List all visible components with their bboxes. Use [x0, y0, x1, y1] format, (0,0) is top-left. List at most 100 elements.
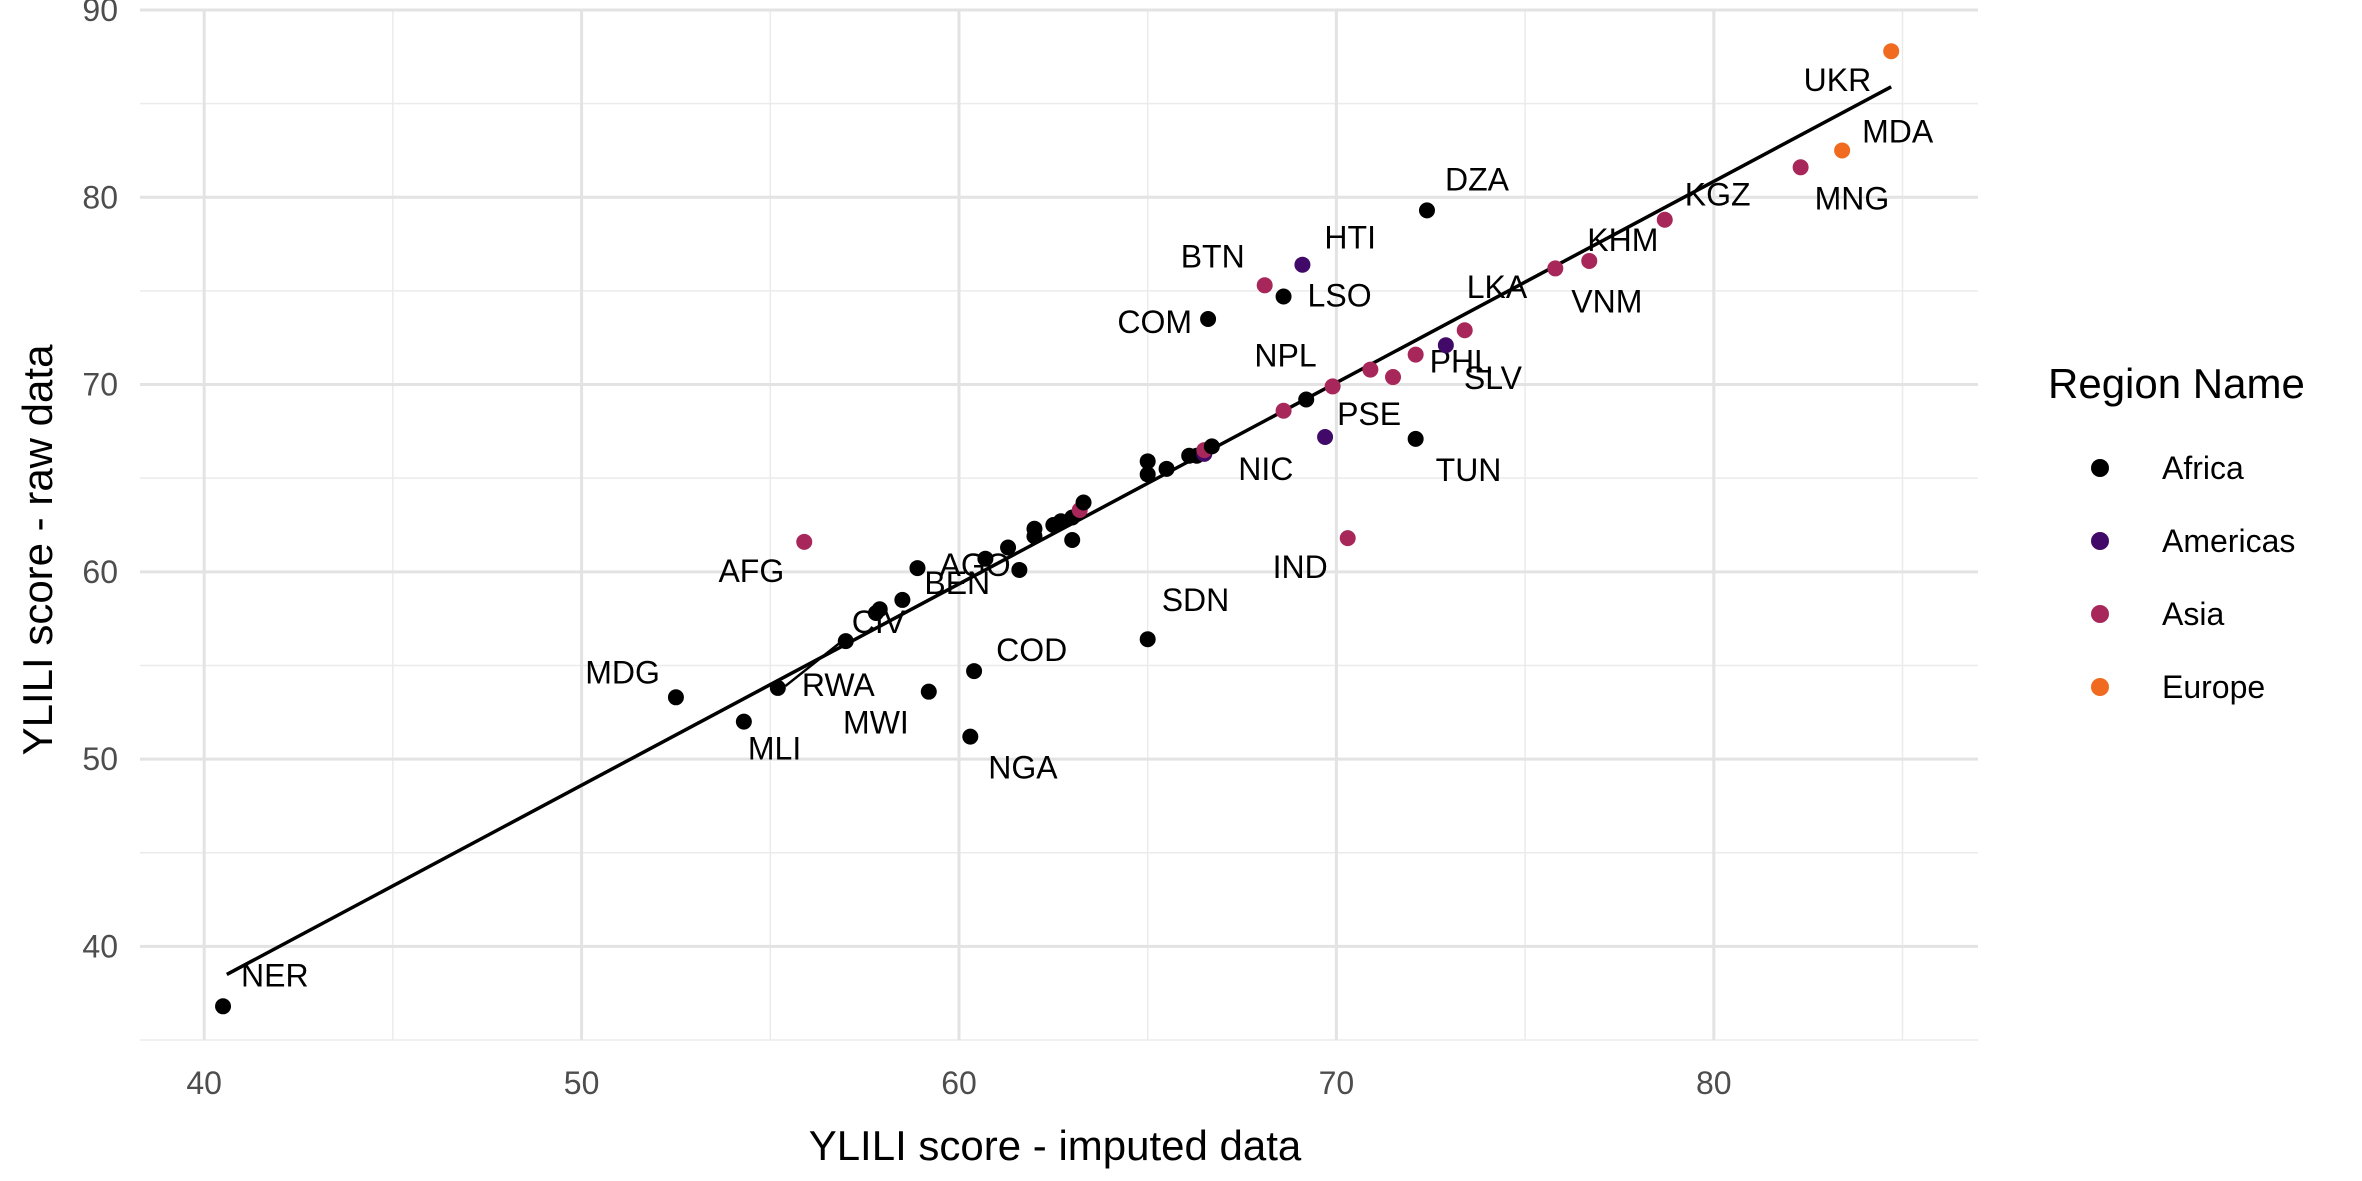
point-label: TUN [1436, 452, 1502, 488]
point-label: MDG [585, 654, 660, 690]
legend-label: Europe [2162, 669, 2265, 705]
data-point [1437, 337, 1454, 354]
data-point [1407, 430, 1424, 447]
legend-marker [2091, 532, 2109, 550]
data-point [796, 533, 813, 550]
data-point [1792, 159, 1809, 176]
x-tick-label: 70 [1319, 1065, 1355, 1101]
data-point [962, 728, 979, 745]
data-point [1203, 438, 1220, 455]
data-point [966, 663, 983, 680]
point-label: RWA [802, 667, 876, 703]
data-point [1834, 142, 1851, 159]
data-point [1139, 631, 1156, 648]
data-point [909, 560, 926, 577]
data-point [1158, 460, 1175, 477]
data-point [1026, 528, 1043, 545]
point-label: COM [1117, 304, 1192, 340]
point-label: PSE [1337, 396, 1401, 432]
data-point [215, 998, 232, 1015]
point-label: LSO [1308, 278, 1372, 314]
data-point [769, 679, 786, 696]
data-point [1547, 260, 1564, 277]
x-tick-label: 40 [186, 1065, 222, 1101]
data-point [1883, 43, 1900, 60]
data-point [1200, 311, 1217, 327]
data-point [1656, 211, 1673, 228]
x-tick-label: 60 [941, 1065, 977, 1101]
legend-title: Region Name [2048, 360, 2305, 407]
legend-label: Africa [2162, 450, 2244, 486]
x-tick-label: 80 [1696, 1065, 1732, 1101]
data-point [871, 601, 888, 618]
data-point [1317, 428, 1334, 445]
data-point [1275, 288, 1292, 305]
y-tick-label: 50 [82, 741, 118, 777]
y-tick-label: 80 [82, 179, 118, 215]
data-point [1324, 378, 1341, 395]
point-label: IND [1273, 549, 1328, 585]
axis-ticks: 40 50 60 70 80 40 50 60 70 80 90 [82, 0, 1731, 1101]
point-label: DZA [1445, 161, 1510, 197]
data-point [735, 713, 752, 730]
x-axis-title: YLILI score - imputed data [809, 1122, 1302, 1169]
point-label: NER [241, 957, 309, 993]
data-point [1139, 466, 1156, 483]
data-point [1064, 531, 1081, 548]
data-point [1139, 453, 1156, 470]
data-point [1581, 252, 1598, 269]
legend: Region Name Africa Americas Asia Europe [2048, 360, 2305, 705]
data-point [1362, 361, 1379, 378]
point-label: AGO [939, 547, 1010, 583]
point-label: AFG [718, 553, 784, 589]
y-tick-label: 70 [82, 367, 118, 403]
data-points [215, 43, 1900, 1015]
point-label: NGA [988, 750, 1058, 786]
point-label: MLI [748, 731, 801, 767]
point-label: COD [996, 632, 1067, 668]
point-label: MNG [1815, 180, 1890, 216]
point-label: SDN [1162, 582, 1230, 618]
x-tick-label: 50 [564, 1065, 600, 1101]
grid-lines [140, 8, 1978, 1041]
y-tick-label: 90 [82, 0, 118, 28]
data-point [837, 633, 854, 650]
data-point [1075, 494, 1092, 511]
point-label: NIC [1238, 451, 1293, 487]
point-label: VNM [1571, 283, 1642, 319]
data-point [1011, 561, 1028, 578]
data-point [1000, 539, 1017, 556]
y-tick-label: 40 [82, 928, 118, 964]
legend-marker [2091, 459, 2109, 477]
legend-label: Americas [2162, 523, 2295, 559]
data-point [920, 683, 937, 700]
point-label: BTN [1181, 238, 1245, 274]
data-point [1407, 346, 1424, 363]
data-point [667, 689, 684, 706]
point-label: KGZ [1685, 177, 1751, 213]
point-label: NPL [1254, 337, 1316, 373]
point-label: MWI [843, 705, 909, 741]
data-point [1339, 530, 1356, 547]
legend-label: Asia [2162, 596, 2224, 632]
label-leader-line [784, 640, 843, 688]
point-label: MDA [1862, 113, 1934, 149]
point-label: HTI [1324, 220, 1376, 256]
data-point [977, 550, 994, 567]
y-axis-title: YLILI score - raw data [14, 344, 61, 755]
point-label: LKA [1467, 269, 1528, 305]
legend-marker [2091, 678, 2109, 696]
y-tick-label: 60 [82, 554, 118, 590]
point-label: BEN [924, 565, 990, 601]
data-point [1418, 202, 1435, 219]
data-point [1275, 402, 1292, 419]
data-point [894, 591, 911, 608]
point-label: KHM [1587, 222, 1658, 258]
data-point [1456, 322, 1473, 339]
point-label: UKR [1804, 62, 1872, 98]
data-point [1294, 256, 1311, 273]
point-label: SLV [1464, 360, 1523, 396]
data-point [1256, 277, 1273, 294]
